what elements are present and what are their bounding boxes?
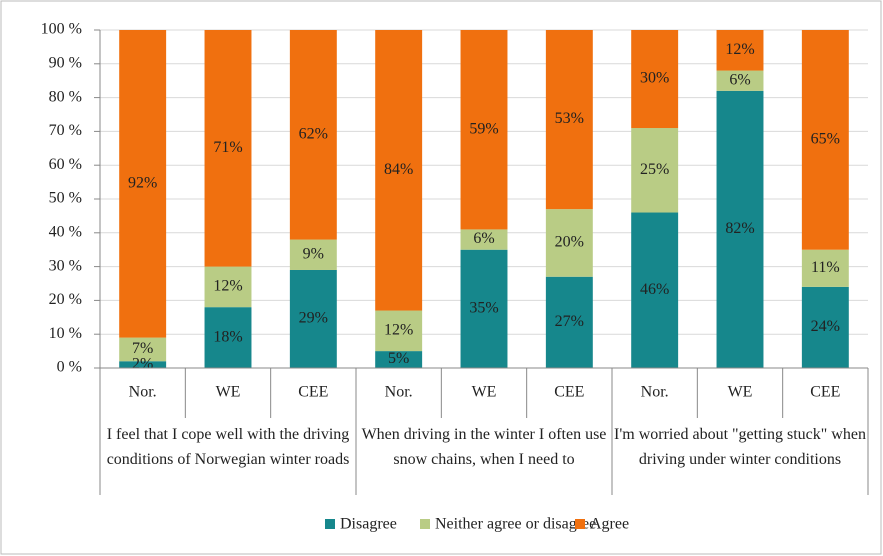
data-label: 30% [640,70,669,87]
data-label: 53% [555,110,584,127]
bar-segment [375,30,423,311]
y-tick-label: 50 % [49,190,82,207]
data-label: 12% [384,321,413,338]
legend-swatch [575,519,585,529]
bar-segment [545,209,593,277]
data-label: 12% [725,41,754,58]
y-tick-label: 0 % [57,359,82,376]
legend-label: Agree [590,516,629,533]
y-tick-label: 20 % [49,291,82,308]
data-label: 65% [811,131,840,148]
data-label: 62% [299,125,328,142]
bar-segment [289,30,337,240]
bar-segment [204,266,252,308]
data-label: 5% [388,350,409,367]
bar-segment [289,269,337,368]
bar-segment [460,249,508,368]
data-label: 11% [811,259,840,276]
y-tick-label: 70 % [49,122,82,139]
data-label: 12% [213,278,242,295]
bar-segment [716,30,764,71]
legend-label: Neither agree or disagree [435,516,596,533]
bar-segment [801,249,849,287]
legend-label: Disagree [340,516,397,533]
legend-swatch [420,519,430,529]
y-tick-label: 40 % [49,223,82,240]
x-tick-label: CEE [810,384,840,401]
x-tick-label: Nor. [129,384,157,401]
data-label: 7% [132,340,153,357]
bar-segment [375,351,423,368]
bar-segment [204,307,252,368]
y-tick-label: 80 % [49,88,82,105]
bar-segment [716,90,764,368]
data-label: 27% [555,313,584,330]
x-tick-label: WE [728,384,753,401]
data-label: 9% [303,245,324,262]
x-tick-label: WE [216,384,241,401]
data-labels: 2%7% 92% 18% 12% 71% 29% 9% 62% 5% 12% 84% 35% 6% 59%… [128,41,840,372]
y-tick-label: 10 % [49,325,82,342]
group-label-box: I'm worried about "getting stuck" when d… [614,426,866,468]
data-label: 6% [729,71,750,88]
data-label: 35% [469,300,498,317]
bar-segment [119,361,167,368]
x-tick-label: Nor. [641,384,669,401]
group-label-box: When driving in the winter I often use s… [361,426,607,468]
bar-segment [801,286,849,368]
bar-segment [119,30,167,338]
legend-swatch [325,519,335,529]
data-label: 59% [469,120,498,137]
bar-segment [716,70,764,91]
group-label-box: I feel that I cope well with the driving… [106,426,350,468]
bar-segment [631,212,679,368]
bar-segment [801,30,849,250]
data-label: 18% [213,328,242,345]
bar-segment [631,128,679,213]
data-label: 71% [213,139,242,156]
group-label: I feel that I cope well with the driving… [106,426,350,468]
data-label: 25% [640,161,669,178]
group-label: When driving in the winter I often use s… [361,426,607,468]
y-tick-label: 30 % [49,257,82,274]
y-tick-label: 60 % [49,156,82,173]
x-tick-label: Nor. [385,384,413,401]
bar-segment [545,30,593,210]
bar-segment [375,310,423,352]
y-tick-label: 100 % [41,21,82,38]
bar-segment [460,229,508,250]
bar-segment [204,30,252,267]
data-label: 46% [640,281,669,298]
data-label: 82% [725,220,754,237]
x-tick-label: CEE [298,384,328,401]
data-label: 92% [128,174,157,191]
bars [119,30,849,368]
bar-segment [460,30,508,230]
bar-segment [631,30,679,129]
data-label: 6% [473,230,494,247]
data-label: 2% [132,355,153,372]
bar-segment [545,276,593,368]
data-label: 29% [299,310,328,327]
bar-segment [289,239,337,270]
group-label: I'm worried about "getting stuck" when d… [614,426,866,468]
y-tick-label: 90 % [49,54,82,71]
data-label: 24% [811,318,840,335]
x-tick-label: CEE [554,384,584,401]
x-tick-label: WE [472,384,497,401]
data-label: 20% [555,234,584,251]
bar-segment [119,337,167,362]
data-label: 84% [384,161,413,178]
